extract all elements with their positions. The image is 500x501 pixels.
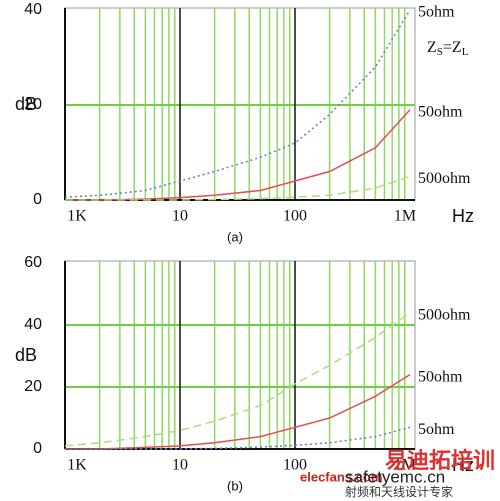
annotation-part: Z [427, 39, 437, 56]
x-tick-label: 100 [283, 208, 307, 225]
x-tick-label: 1K [67, 208, 87, 225]
series-line [65, 175, 411, 201]
series-label: 50ohm [418, 368, 463, 385]
x-axis-label: Hz [452, 206, 474, 226]
x-tick-label: 10 [172, 457, 188, 474]
series-line [64, 311, 411, 447]
series-label: 5ohm [418, 421, 455, 438]
x-tick-label: 1M [394, 457, 416, 474]
subplot-title: (a) [227, 229, 243, 244]
watermark: safetyemc.cn [345, 467, 445, 486]
y-axis-label: dB [15, 345, 37, 365]
series-label: 500ohm [418, 306, 471, 323]
y-tick-label: 40 [24, 1, 42, 18]
x-tick-label: 1K [67, 457, 87, 474]
x-tick-label: 100 [283, 457, 307, 474]
x-axis-label: Hz [452, 455, 474, 475]
plot-frame [64, 260, 416, 450]
series-label: 50ohm [418, 103, 463, 120]
y-tick-label: 20 [24, 96, 42, 113]
y-tick-label: 0 [33, 191, 42, 208]
y-tick-label: 40 [24, 316, 42, 333]
annotation-part: =Z [443, 39, 462, 56]
y-axis-label: dB [15, 94, 37, 114]
series-line [65, 426, 411, 450]
series-line [65, 373, 411, 450]
series-line [64, 9, 411, 198]
watermark: 射频和天线设计专家 [345, 484, 453, 499]
series-line [65, 109, 411, 201]
x-tick-label: 10 [172, 208, 188, 225]
annotation-part: S [437, 46, 443, 58]
y-tick-label: 60 [24, 254, 42, 271]
watermark: elecfans.com [300, 469, 382, 484]
annotation-part: L [462, 46, 469, 58]
series-label: 500ohm [418, 170, 471, 187]
watermark: 易迪拓培训 [385, 448, 495, 473]
y-tick-label: 0 [33, 440, 42, 457]
series-label: 5ohm [418, 4, 455, 21]
x-tick-label: 1M [394, 208, 416, 225]
subplot-title: (b) [227, 478, 243, 493]
y-tick-label: 20 [24, 378, 42, 395]
annotation: ZS=ZL [427, 39, 469, 58]
